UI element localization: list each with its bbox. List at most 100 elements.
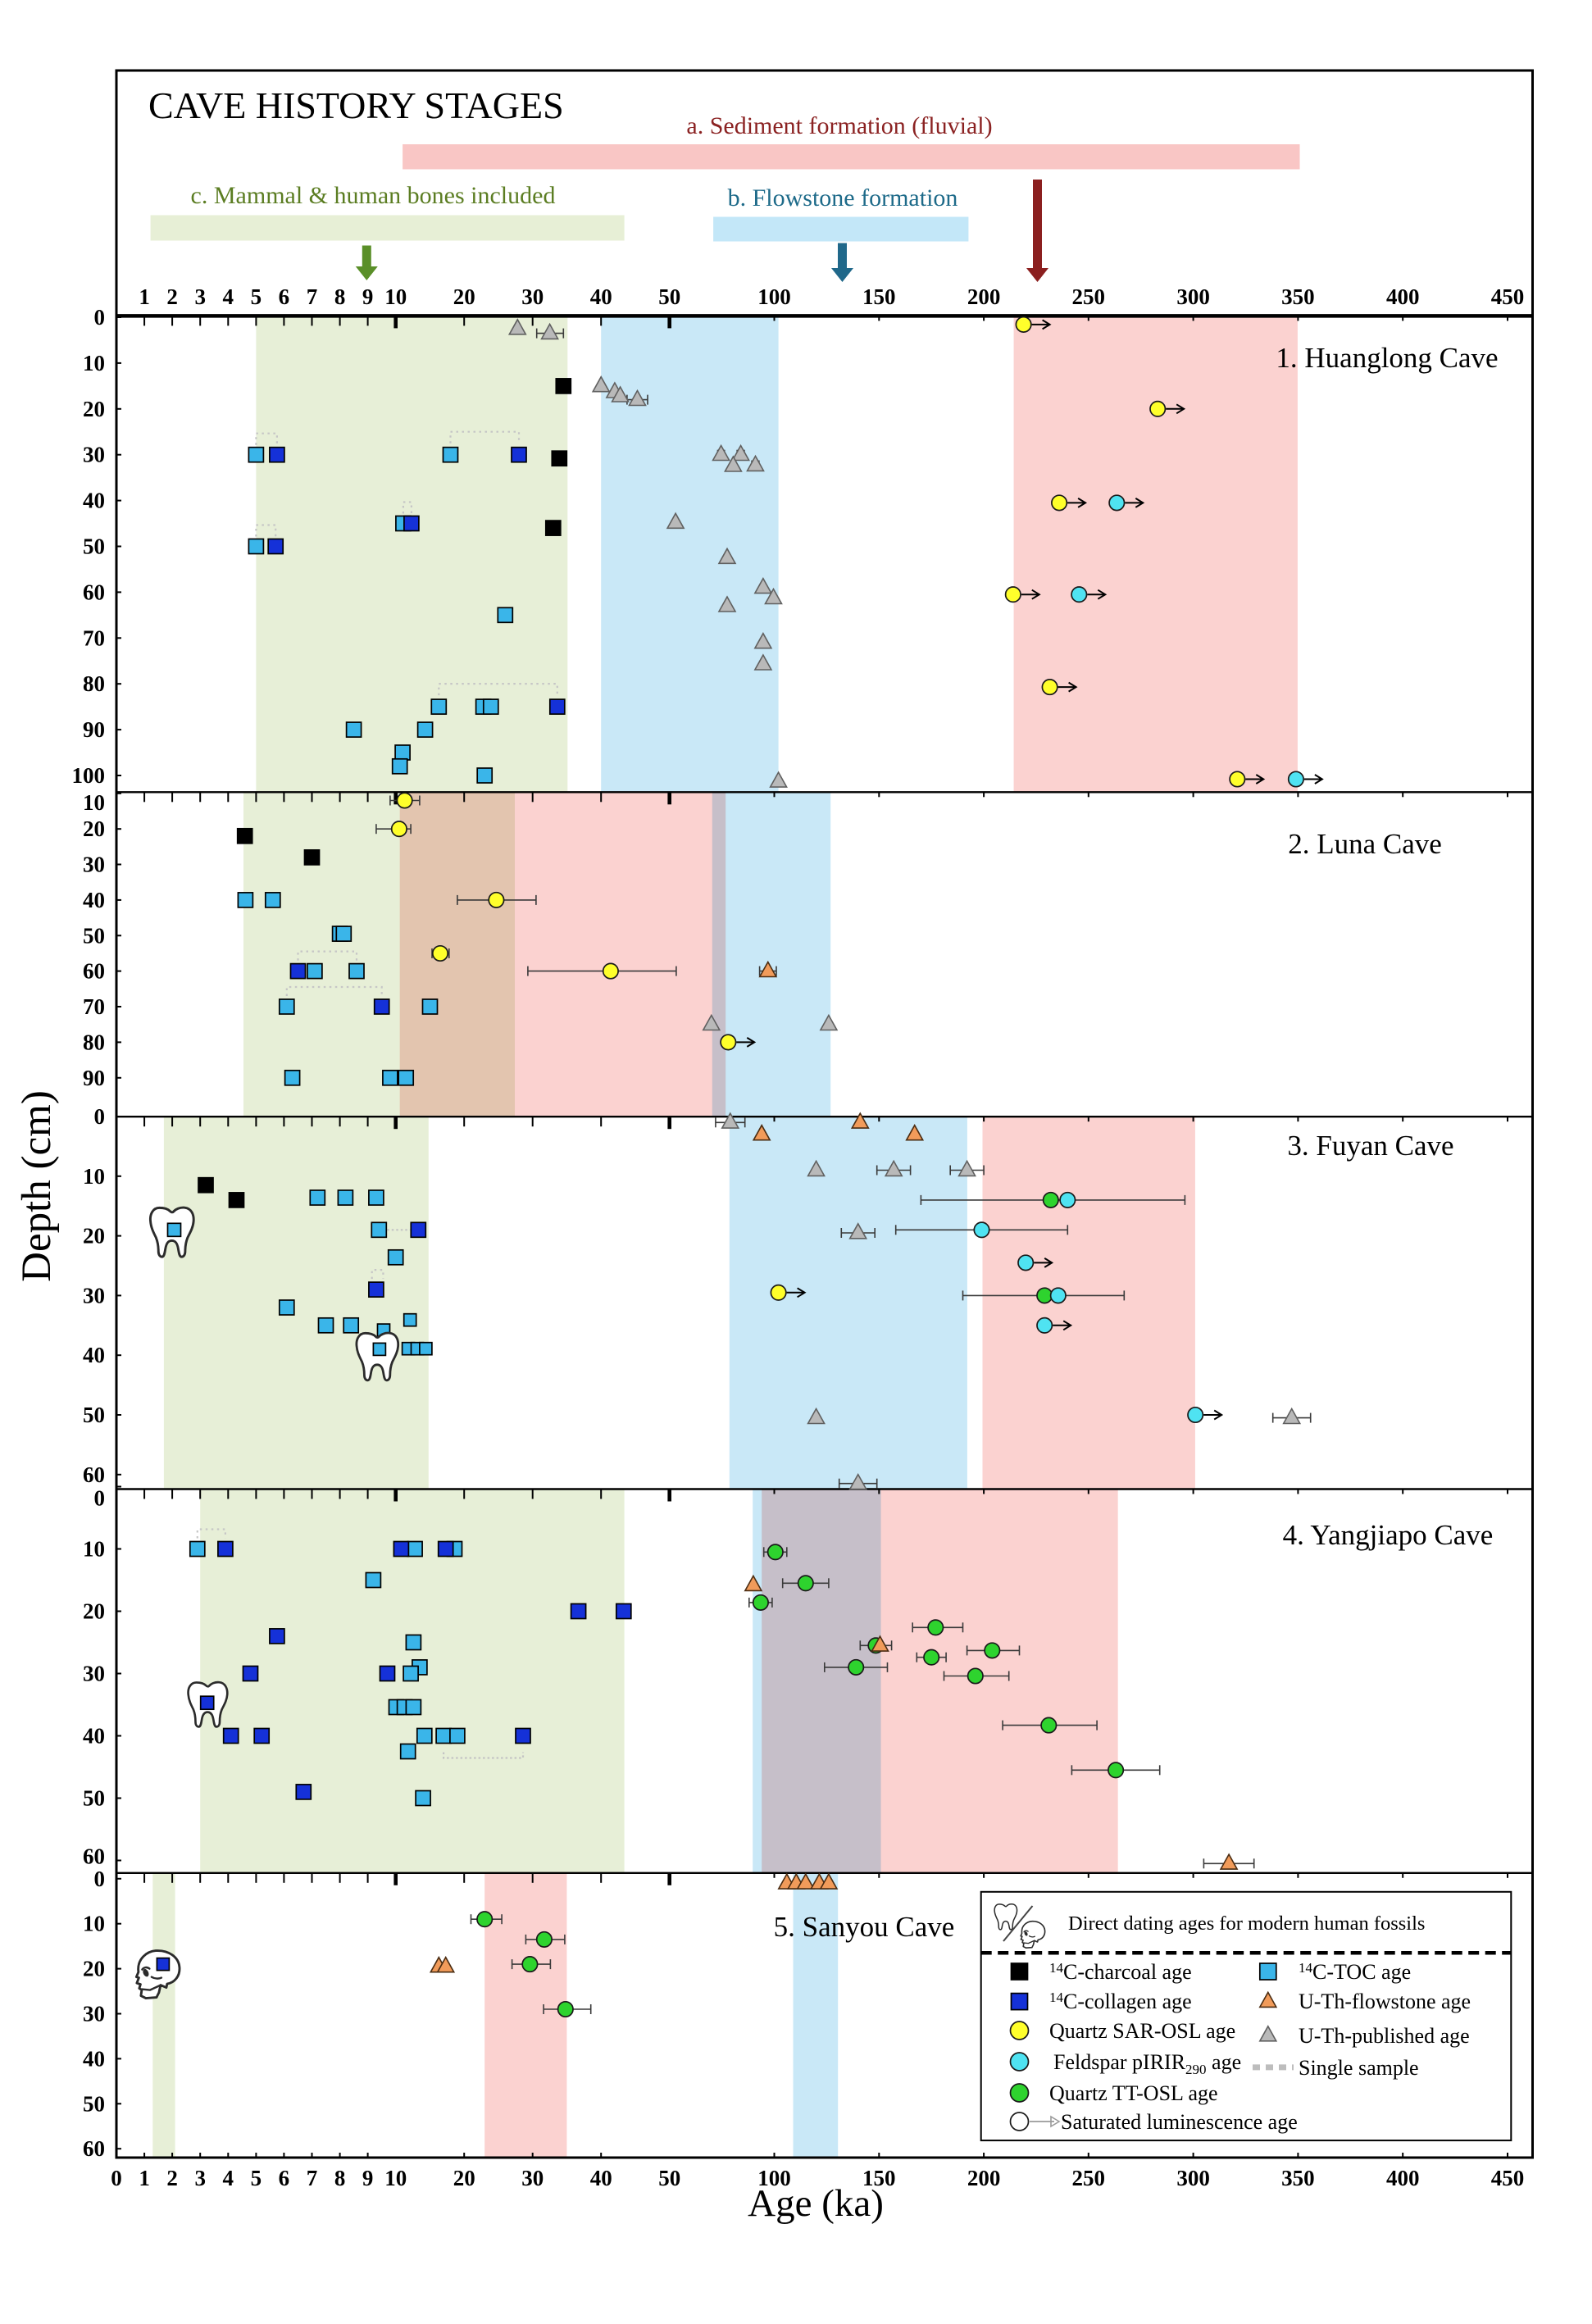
svg-text:0: 0 xyxy=(94,1486,106,1511)
svg-text:9: 9 xyxy=(362,2166,374,2190)
svg-text:14C-charcoal age: 14C-charcoal age xyxy=(1049,1960,1192,1984)
svg-text:20: 20 xyxy=(83,397,105,421)
svg-text:100: 100 xyxy=(757,2166,791,2190)
svg-text:2: 2 xyxy=(166,284,178,309)
svg-text:300: 300 xyxy=(1176,2166,1210,2190)
svg-text:10: 10 xyxy=(83,1164,105,1189)
svg-text:10: 10 xyxy=(384,2166,407,2190)
svg-text:Single sample: Single sample xyxy=(1299,2056,1419,2080)
svg-text:60: 60 xyxy=(83,959,105,984)
svg-text:250: 250 xyxy=(1072,2166,1106,2190)
svg-text:40: 40 xyxy=(83,2046,105,2071)
svg-text:50: 50 xyxy=(658,2166,680,2190)
svg-text:0: 0 xyxy=(111,2166,122,2190)
svg-text:4: 4 xyxy=(223,2166,234,2190)
svg-text:Age (ka): Age (ka) xyxy=(748,2182,884,2225)
svg-text:0: 0 xyxy=(94,1867,106,1891)
svg-text:20: 20 xyxy=(83,1957,105,1981)
svg-text:5: 5 xyxy=(251,2166,262,2190)
svg-text:1: 1 xyxy=(139,2166,150,2190)
svg-text:7: 7 xyxy=(307,284,318,309)
svg-text:20: 20 xyxy=(83,816,105,841)
svg-text:40: 40 xyxy=(83,888,105,912)
svg-text:Depth (cm): Depth (cm) xyxy=(14,1090,60,1282)
svg-text:Feldspar pIRIR290 age: Feldspar pIRIR290 age xyxy=(1053,2050,1241,2077)
svg-text:10: 10 xyxy=(83,1537,105,1562)
svg-text:40: 40 xyxy=(83,1724,105,1749)
svg-text:1: 1 xyxy=(139,284,150,309)
svg-text:400: 400 xyxy=(1386,284,1420,309)
svg-text:70: 70 xyxy=(83,625,105,650)
svg-text:20: 20 xyxy=(453,2166,475,2190)
svg-text:U-Th-flowstone age: U-Th-flowstone age xyxy=(1299,1990,1471,2013)
svg-text:350: 350 xyxy=(1281,284,1315,309)
svg-text:250: 250 xyxy=(1072,284,1106,309)
svg-text:7: 7 xyxy=(307,2166,318,2190)
svg-text:30: 30 xyxy=(83,853,105,877)
svg-text:70: 70 xyxy=(83,994,105,1019)
svg-text:150: 150 xyxy=(862,2166,896,2190)
svg-text:20: 20 xyxy=(83,1599,105,1624)
svg-text:6: 6 xyxy=(279,284,290,309)
svg-text:30: 30 xyxy=(83,1662,105,1686)
svg-text:Quartz SAR-OSL age: Quartz SAR-OSL age xyxy=(1049,2019,1235,2043)
svg-text:3: 3 xyxy=(194,284,206,309)
svg-text:CAVE HISTORY STAGES: CAVE HISTORY STAGES xyxy=(148,84,564,126)
svg-text:4. Yangjiapo Cave: 4. Yangjiapo Cave xyxy=(1283,1519,1494,1551)
svg-text:20: 20 xyxy=(83,1224,105,1248)
svg-text:Direct dating ages for modern: Direct dating ages for modern human foss… xyxy=(1068,1912,1425,1935)
svg-text:50: 50 xyxy=(83,1786,105,1811)
svg-text:60: 60 xyxy=(83,2136,105,2161)
svg-text:30: 30 xyxy=(83,2002,105,2026)
svg-text:100: 100 xyxy=(72,763,106,788)
svg-text:60: 60 xyxy=(83,580,105,604)
svg-text:a. Sediment formation (fluvial: a. Sediment formation (fluvial) xyxy=(686,112,992,139)
svg-text:5: 5 xyxy=(251,284,262,309)
svg-text:100: 100 xyxy=(757,284,791,309)
svg-text:80: 80 xyxy=(83,671,105,696)
svg-text:30: 30 xyxy=(83,443,105,467)
svg-text:3. Fuyan Cave: 3. Fuyan Cave xyxy=(1287,1130,1453,1162)
svg-text:90: 90 xyxy=(83,1066,105,1090)
svg-text:8: 8 xyxy=(334,284,346,309)
svg-text:U-Th-published age: U-Th-published age xyxy=(1299,2024,1470,2048)
svg-text:9: 9 xyxy=(362,284,374,309)
svg-text:30: 30 xyxy=(521,2166,544,2190)
svg-text:10: 10 xyxy=(83,1912,105,1936)
svg-text:50: 50 xyxy=(658,284,680,309)
svg-text:200: 200 xyxy=(967,2166,1001,2190)
svg-text:14C-collagen age: 14C-collagen age xyxy=(1049,1990,1192,2013)
svg-text:40: 40 xyxy=(590,284,612,309)
svg-text:450: 450 xyxy=(1491,284,1525,309)
svg-text:30: 30 xyxy=(521,284,544,309)
svg-text:60: 60 xyxy=(83,1844,105,1869)
svg-text:14C-TOC age: 14C-TOC age xyxy=(1299,1960,1411,1984)
svg-text:5. Sanyou Cave: 5. Sanyou Cave xyxy=(774,1911,955,1943)
svg-text:50: 50 xyxy=(83,1403,105,1427)
svg-text:Saturated luminescence age: Saturated luminescence age xyxy=(1061,2110,1298,2134)
svg-text:6: 6 xyxy=(279,2166,290,2190)
svg-text:8: 8 xyxy=(334,2166,346,2190)
svg-text:4: 4 xyxy=(223,284,234,309)
svg-text:450: 450 xyxy=(1491,2166,1525,2190)
svg-text:10: 10 xyxy=(83,790,105,815)
svg-text:80: 80 xyxy=(83,1030,105,1054)
svg-text:30: 30 xyxy=(83,1283,105,1308)
svg-text:150: 150 xyxy=(862,284,896,309)
svg-text:1. Huanglong Cave: 1. Huanglong Cave xyxy=(1276,342,1498,374)
svg-text:c. Mammal & human bones includ: c. Mammal & human bones included xyxy=(191,182,556,209)
svg-text:0: 0 xyxy=(94,1104,106,1129)
svg-text:350: 350 xyxy=(1281,2166,1315,2190)
svg-text:2. Luna Cave: 2. Luna Cave xyxy=(1288,828,1442,860)
svg-text:40: 40 xyxy=(590,2166,612,2190)
svg-text:60: 60 xyxy=(83,1462,105,1487)
svg-text:3: 3 xyxy=(194,2166,206,2190)
svg-text:b. Flowstone formation: b. Flowstone formation xyxy=(728,184,958,211)
svg-text:Quartz TT-OSL age: Quartz TT-OSL age xyxy=(1049,2081,1218,2105)
svg-text:10: 10 xyxy=(384,284,407,309)
svg-text:200: 200 xyxy=(967,284,1001,309)
svg-text:2: 2 xyxy=(166,2166,178,2190)
svg-text:50: 50 xyxy=(83,923,105,948)
svg-text:400: 400 xyxy=(1386,2166,1420,2190)
svg-text:40: 40 xyxy=(83,489,105,513)
